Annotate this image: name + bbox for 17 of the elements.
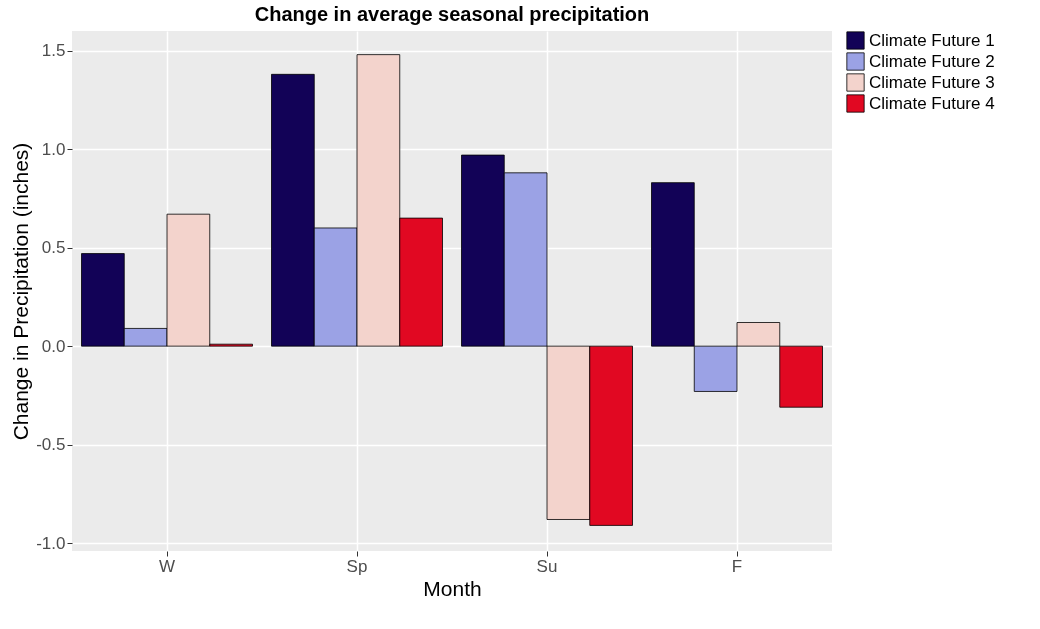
legend-label: Climate Future 4: [869, 93, 995, 113]
y-tick-label: -1.0: [36, 533, 66, 553]
legend-label: Climate Future 3: [869, 72, 995, 92]
y-axis-title: Change in Precipitation (inches): [9, 142, 33, 441]
y-tick-label: 1.5: [41, 41, 66, 61]
legend-label: Climate Future 2: [869, 51, 995, 71]
y-tick-label: 0.0: [41, 336, 66, 356]
chart-title: Change in average seasonal precipitation: [254, 3, 650, 25]
x-tick-label: Sp: [346, 556, 368, 576]
y-tick-label: 1.0: [41, 139, 66, 159]
x-tick-label: W: [158, 556, 176, 576]
x-tick-label: Su: [536, 556, 558, 576]
y-tick-label: 0.5: [41, 238, 66, 258]
x-tick-label: F: [731, 556, 743, 576]
x-axis-title: Month: [423, 576, 482, 600]
legend-label: Climate Future 1: [869, 30, 995, 50]
y-tick-label: -0.5: [36, 435, 66, 455]
